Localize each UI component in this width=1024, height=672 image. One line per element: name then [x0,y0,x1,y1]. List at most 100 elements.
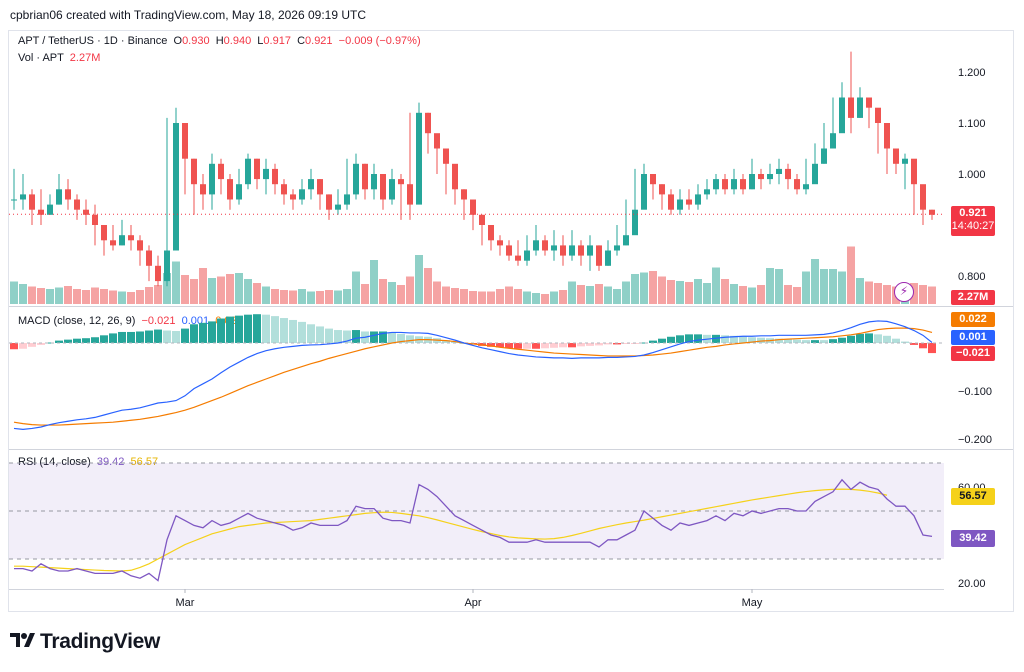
macd-hist-bar [901,341,909,343]
volume-bar [640,272,648,304]
candle-body [821,148,827,164]
volume-bar [433,281,441,304]
candle-body [533,240,539,251]
candle-body [704,189,710,195]
volume-bar [793,287,801,304]
volume-bar [802,271,810,304]
price-axis-label: 1.200 [958,67,986,79]
volume-bar [856,278,864,304]
candle-body [362,163,368,190]
macd-hist-bar [595,343,603,346]
flash-icon[interactable]: ⚡ [894,282,914,302]
brand-name[interactable]: TradingView [40,630,161,653]
volume-bar [442,286,450,304]
volume-bar [775,269,783,304]
macd-label[interactable]: MACD (close, 12, 26, 9) [18,315,136,327]
macd-hist-bar [181,328,189,343]
macd-hist-bar [262,314,270,343]
candle-body [479,214,485,225]
macd-line-tag: 0.001 [951,330,995,345]
rsi-legend: RSI (14, close) 39.42 56.57 [18,456,158,468]
macd-hist-bar [865,333,873,343]
rsi-axis-label: 20.00 [958,578,986,590]
macd-hist-bar [163,330,171,343]
volume-bars [10,246,936,304]
macd-hist-bar [658,338,666,343]
volume-bar [118,291,126,304]
volume-bar [811,259,819,304]
volume-label[interactable]: Vol · APT [18,52,64,64]
volume-bar [424,268,432,304]
volume-bar [712,267,720,304]
volume-bar [379,279,387,304]
candle-body [335,204,341,210]
candle-body [497,240,503,246]
pane-separator [9,306,1013,307]
macd-hist-bar [37,343,45,345]
macd-hist-bar [694,334,702,343]
price-axis-label: 0.800 [958,271,986,283]
candle-body [596,245,602,266]
macd-hist-bar [640,342,648,344]
volume-bar [667,280,675,304]
time-axis-separator [9,589,944,590]
candle-body [218,163,224,180]
candle-body [56,189,62,205]
macd-hist-bar [316,326,324,343]
macd-hist-value: −0.021 [141,315,176,327]
volume-bar [874,283,882,304]
rsi-ma-tag: 56.57 [951,488,995,505]
rsi-label[interactable]: RSI (14, close) [18,456,91,468]
macd-hist-bar [811,340,819,343]
volume-bar [577,285,585,304]
candle-body [920,184,926,210]
volume-bar [748,287,756,304]
candle-body [317,179,323,195]
volume-bar [568,281,576,304]
rsi-ma-line [14,488,888,572]
symbol-name[interactable]: APT / TetherUS · 1D · Binance [18,35,168,47]
candle-body [929,209,935,215]
volume-bar [64,286,72,304]
volume-bar [253,283,261,304]
volume-bar [658,276,666,304]
volume-bar [703,283,711,304]
volume-bar [406,276,414,304]
macd-hist-bar [406,335,414,343]
macd-hist-bar [136,331,144,343]
volume-bar [505,286,513,304]
candle-body [551,245,557,251]
macd-hist-bar [685,334,693,343]
time-axis-label: May [742,597,763,609]
macd-hist-bar [910,343,918,345]
volume-bar [739,286,747,304]
macd-hist-bar [514,343,522,349]
macd-hist-bar [109,333,117,343]
change-value: −0.009 (−0.97%) [338,35,421,47]
candle-body [443,148,449,164]
macd-hist-bar [28,343,36,347]
volume-bar [154,285,162,304]
macd-line [13,320,933,431]
candle-body [164,250,170,282]
candle-body [290,194,296,200]
macd-hist-bar [505,343,513,349]
rsi-ma-value: 56.57 [130,456,159,468]
candle-body [434,133,440,149]
candle-body [812,163,818,185]
candle-body [29,194,35,210]
volume-bar [838,271,846,304]
rsi-tag: 39.42 [951,530,995,547]
tradingview-logo-icon[interactable] [10,630,36,650]
volume-value: 2.27M [69,52,101,64]
author-name[interactable]: cpbrian06 [10,8,63,22]
candle-body [488,225,494,241]
volume-bar [28,286,36,304]
candle-body [110,240,116,246]
macd-hist-bar [919,343,927,349]
candle-body [767,174,773,180]
indicator-lines [9,320,944,582]
volume-bar [298,289,306,304]
candle-body [263,168,269,180]
